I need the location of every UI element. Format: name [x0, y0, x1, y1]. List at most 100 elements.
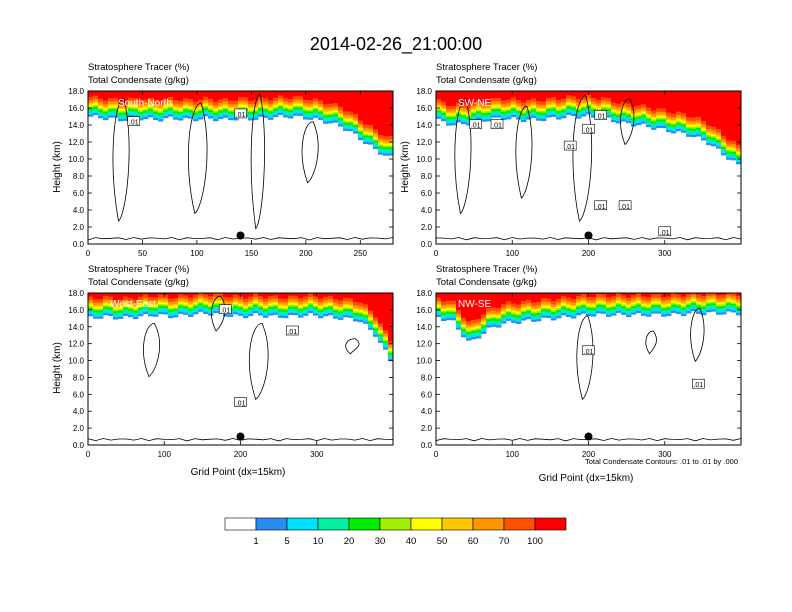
panel-0-tracer-cell	[383, 91, 389, 137]
colorbar-swatch	[224, 517, 257, 531]
panel-3-tracer-cell	[601, 293, 607, 298]
panel-1-tracer-cell	[726, 91, 732, 141]
panel-2-tracer-cell	[328, 293, 334, 296]
panel-0-tracer-cell	[118, 91, 124, 102]
panel-1-tracer-cell	[516, 91, 522, 100]
y-tick-label: 16.0	[416, 306, 432, 315]
panel-2-tracer-cell	[278, 293, 284, 299]
panel-0-tracer-cell	[93, 91, 99, 96]
panel-2-tracer-cell	[288, 293, 294, 299]
y-tick-label: 14.0	[416, 323, 432, 332]
colorbar-swatch	[317, 517, 350, 531]
panel-1-tracer-cell	[641, 91, 647, 105]
panel-3-tracer-cell	[581, 293, 587, 298]
panel-3-plot: .01 .01 0.0 2.0 4.0 6.0 8.0 10.0 12.0 14.0 16.0 18.…	[416, 289, 742, 459]
y-tick-label: 14.0	[68, 121, 84, 130]
panel-2-tracer-cell	[198, 293, 204, 296]
y-tick-label: 18.0	[416, 87, 432, 96]
panel-1-tracer-cell	[476, 91, 482, 101]
colorbar-swatch	[348, 517, 381, 531]
panel-2-tracer-cell	[318, 293, 324, 299]
y-tick-label: 0.0	[73, 441, 85, 450]
panel-0-tracer-cell	[238, 91, 244, 98]
panel-3-tracer-cell	[541, 293, 547, 299]
panel-3-tracer-cell	[611, 293, 617, 300]
panel-0-tracer-cell	[363, 91, 369, 125]
panel-1-plot: .01.01.01.01.01.01.01.010.02.04.06.08.01…	[416, 87, 742, 258]
condensate-contour	[454, 98, 472, 215]
panel-3-tracer-cell	[501, 293, 507, 305]
panel-1-subtitle-2: Total Condensate (g/kg)	[436, 75, 537, 86]
panel-0-tracer-cell	[208, 91, 214, 99]
panel-0-tracer-cell	[183, 91, 189, 99]
panel-3-tracer-cell	[441, 293, 447, 302]
panel-1-condensate-contours	[435, 95, 742, 241]
panel-2-tracer-cell	[328, 293, 334, 300]
panel-1-tracer-cell	[521, 91, 527, 103]
condensate-contour	[645, 330, 657, 355]
panel-3-tracer-cell	[456, 293, 462, 311]
panel-1-subtitle-1: Stratosphere Tracer (%)	[436, 62, 537, 73]
panel-3-tracer-cell	[646, 293, 652, 298]
panel-0-tracer-cell	[253, 91, 259, 101]
panel-2-tracer-cell	[98, 293, 104, 300]
y-tick-label: 12.0	[416, 340, 432, 349]
y-tick-label: 14.0	[68, 323, 84, 332]
panel-3-tracer-cell	[506, 293, 512, 302]
panel-2-tracer-cell	[348, 293, 354, 299]
figure-title: 2014-02-26_21:00:00	[310, 34, 482, 55]
x-tick-label: 100	[506, 249, 520, 258]
panel-3-footnote: Total Condensate Contours: .01 to .01 by…	[585, 457, 738, 466]
panel-3-tracer-cell	[666, 293, 672, 297]
condensate-contour	[620, 98, 635, 146]
panel-2-tracer-cell	[208, 293, 214, 297]
panel-2-tracer-cell	[233, 293, 239, 295]
panel-2-tracer-cell	[228, 293, 234, 298]
panel-2-tracer-cell	[303, 293, 309, 297]
panel-0-tracer-cell	[243, 91, 249, 98]
contour-label-box	[594, 200, 608, 211]
panel-1-tracer-cell	[601, 91, 607, 98]
contour-label-box	[658, 226, 672, 237]
x-tick-label: 100	[506, 450, 520, 459]
contour-label-box	[234, 397, 247, 407]
panel-0-tracer-cell	[143, 91, 149, 100]
panel-2-tracer-cell	[368, 293, 374, 311]
y-tick-label: 4.0	[421, 206, 433, 215]
panel-2-plot: .01 .01 .01 0.0 2.0 4.0 6.0 8.0 10.0 12.0 14.0 16.0…	[68, 289, 394, 459]
panel-3-tracer-cell	[691, 293, 697, 296]
panel-1-tracer-cell	[621, 91, 627, 102]
panel-2-tracer-cell	[148, 293, 154, 297]
panel-3-tracer-cell	[721, 293, 727, 296]
panel-2-tracer-cell	[153, 293, 159, 298]
panel-1-tracer-cell	[511, 91, 517, 98]
panel-3-tracer-cell	[561, 293, 567, 300]
panel-1-tracer-cell	[731, 91, 737, 141]
x-tick-label: 0	[86, 249, 91, 258]
panel-3-tracer-cell	[681, 293, 687, 297]
panel-3-tracer-cell	[651, 293, 657, 295]
panel-3-tracer-cell	[631, 293, 637, 296]
colorbar-label: 20	[344, 536, 355, 547]
contour-label-box	[490, 119, 504, 129]
panel-1-tracer-cell	[491, 91, 497, 99]
panel-0-tracer-cell	[228, 91, 234, 101]
panel-3-tracer-cell	[486, 293, 492, 309]
panel-3-tracer-cell	[736, 293, 742, 300]
panel-2-tracer-cell	[253, 293, 259, 297]
colorbar-swatch	[534, 517, 567, 531]
panel-1-tracer-cell	[661, 91, 667, 109]
panel-3-tracer-cell	[651, 293, 657, 298]
panel-0-tracer-cell	[98, 91, 104, 99]
panel-3-tracer-cell	[611, 293, 617, 297]
y-tick-label: 4.0	[73, 206, 85, 215]
panel-3-tracer-cell	[676, 293, 682, 298]
condensate-contour	[576, 315, 594, 401]
panel-1-location-marker	[584, 231, 593, 240]
x-tick-label: 0	[434, 249, 439, 258]
panel-2-tracer-cell	[178, 293, 184, 295]
panel-0-tracer-cell	[123, 91, 129, 102]
y-tick-label: 0.0	[421, 441, 433, 450]
contour-label: .01	[620, 204, 630, 211]
